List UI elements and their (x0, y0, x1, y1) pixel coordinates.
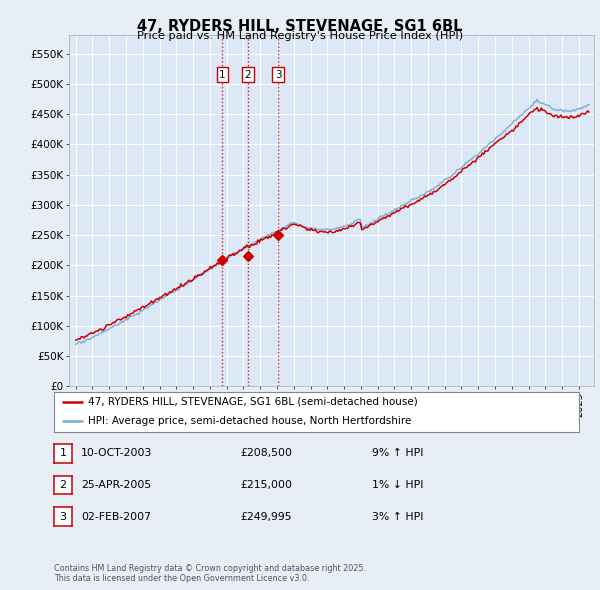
Text: £208,500: £208,500 (240, 448, 292, 458)
Text: 2: 2 (59, 480, 67, 490)
Text: 3% ↑ HPI: 3% ↑ HPI (372, 512, 424, 522)
Text: 2: 2 (244, 70, 251, 80)
Text: Price paid vs. HM Land Registry's House Price Index (HPI): Price paid vs. HM Land Registry's House … (137, 31, 463, 41)
Text: £215,000: £215,000 (240, 480, 292, 490)
Text: 47, RYDERS HILL, STEVENAGE, SG1 6BL (semi-detached house): 47, RYDERS HILL, STEVENAGE, SG1 6BL (sem… (88, 397, 418, 407)
Text: 9% ↑ HPI: 9% ↑ HPI (372, 448, 424, 458)
Text: 1: 1 (59, 448, 67, 458)
Text: £249,995: £249,995 (240, 512, 292, 522)
Text: 1% ↓ HPI: 1% ↓ HPI (372, 480, 424, 490)
Text: HPI: Average price, semi-detached house, North Hertfordshire: HPI: Average price, semi-detached house,… (88, 415, 412, 425)
Text: 25-APR-2005: 25-APR-2005 (81, 480, 151, 490)
Text: Contains HM Land Registry data © Crown copyright and database right 2025.
This d: Contains HM Land Registry data © Crown c… (54, 563, 366, 583)
Text: 3: 3 (59, 512, 67, 522)
Text: 10-OCT-2003: 10-OCT-2003 (81, 448, 152, 458)
Text: 47, RYDERS HILL, STEVENAGE, SG1 6BL: 47, RYDERS HILL, STEVENAGE, SG1 6BL (137, 19, 463, 34)
Text: 1: 1 (219, 70, 226, 80)
Text: 3: 3 (275, 70, 281, 80)
Text: 02-FEB-2007: 02-FEB-2007 (81, 512, 151, 522)
